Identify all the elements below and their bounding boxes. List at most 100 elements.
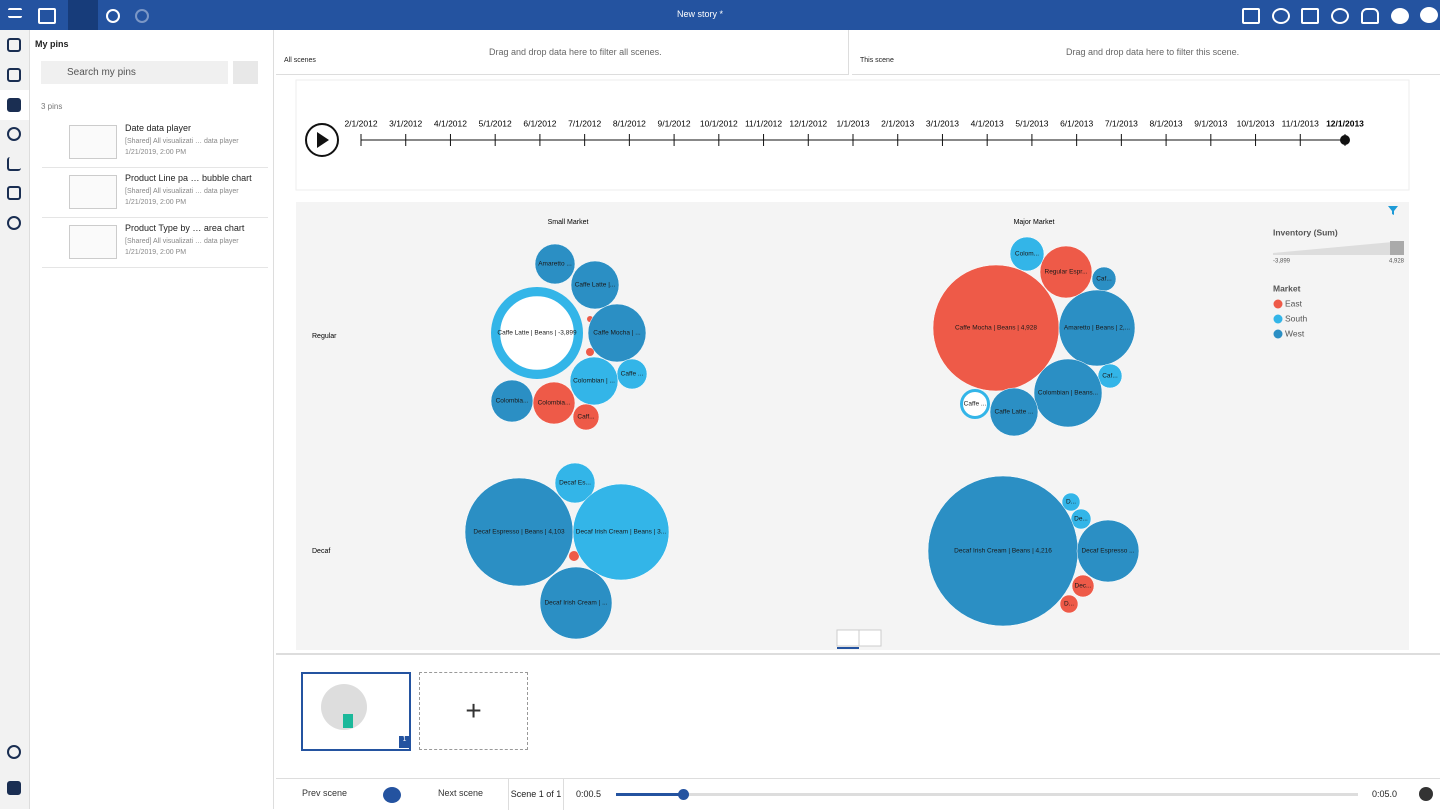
bubble[interactable] bbox=[569, 356, 619, 406]
bubble[interactable] bbox=[532, 381, 576, 425]
timeline-date[interactable]: 8/1/2013 bbox=[1150, 118, 1183, 128]
play-pause-button[interactable] bbox=[383, 787, 401, 803]
progress-track[interactable] bbox=[616, 789, 1358, 800]
timeline-date[interactable]: 11/1/2013 bbox=[1282, 118, 1319, 128]
timeline-date[interactable]: 12/1/2013 bbox=[1326, 118, 1364, 128]
bubble[interactable] bbox=[1076, 519, 1140, 583]
timeline-date[interactable]: 12/1/2012 bbox=[789, 118, 827, 128]
bubble[interactable] bbox=[491, 287, 584, 380]
pin-icon bbox=[7, 98, 21, 112]
filter-all-scenes[interactable]: All scenes Drag and drop data here to fi… bbox=[276, 30, 849, 75]
bubble[interactable] bbox=[1059, 594, 1079, 614]
bubble[interactable] bbox=[572, 403, 600, 431]
bubble-label: Colombia... bbox=[538, 400, 571, 407]
timeline-date[interactable]: 5/1/2012 bbox=[479, 118, 512, 128]
timeline-date[interactable]: 6/1/2012 bbox=[523, 118, 556, 128]
bubble[interactable] bbox=[1061, 492, 1081, 512]
add-button[interactable] bbox=[7, 781, 21, 795]
prev-scene[interactable]: Prev scene bbox=[302, 788, 348, 798]
timeline-date[interactable]: 1/1/2013 bbox=[836, 118, 869, 128]
bubble[interactable] bbox=[1058, 289, 1136, 367]
bubble[interactable] bbox=[1039, 245, 1093, 299]
next-scene[interactable]: Next scene bbox=[438, 788, 484, 798]
legend-label[interactable]: East bbox=[1285, 298, 1303, 308]
bubble[interactable] bbox=[1033, 358, 1103, 428]
filter-icon[interactable] bbox=[1388, 206, 1398, 215]
redo-button[interactable] bbox=[135, 9, 149, 23]
pin-thumbnail bbox=[69, 225, 117, 259]
bubble[interactable] bbox=[539, 566, 613, 640]
visualizations-button[interactable] bbox=[7, 157, 21, 171]
timeline-date[interactable]: 10/1/2013 bbox=[1237, 118, 1275, 128]
user-button[interactable] bbox=[1391, 8, 1409, 24]
filter-button[interactable] bbox=[233, 61, 258, 84]
size-min: -3,899 bbox=[1273, 259, 1291, 265]
timeline-date[interactable]: 3/1/2013 bbox=[926, 118, 959, 128]
bubble[interactable] bbox=[554, 462, 596, 504]
account-button[interactable] bbox=[7, 745, 21, 759]
row-header: Decaf bbox=[312, 548, 330, 555]
share-button[interactable] bbox=[1331, 8, 1349, 24]
pin-thumbnail bbox=[69, 175, 117, 209]
sources-button[interactable] bbox=[7, 68, 21, 82]
fullscreen-button[interactable] bbox=[1242, 8, 1260, 24]
progress-handle[interactable] bbox=[678, 789, 689, 800]
timeline-date[interactable]: 5/1/2013 bbox=[1015, 118, 1048, 128]
shapes-button[interactable] bbox=[7, 216, 21, 230]
timeline-date[interactable]: 6/1/2013 bbox=[1060, 118, 1093, 128]
timeline-date[interactable]: 8/1/2012 bbox=[613, 118, 646, 128]
timeline-handle[interactable] bbox=[1340, 135, 1350, 145]
legend-title: Market bbox=[1273, 283, 1301, 293]
timeline-date[interactable]: 9/1/2013 bbox=[1194, 118, 1227, 128]
assistant-button[interactable] bbox=[7, 127, 21, 141]
legend-swatch[interactable] bbox=[1273, 299, 1283, 309]
save-button[interactable] bbox=[38, 8, 56, 24]
edit-button[interactable] bbox=[68, 0, 98, 30]
menu-button[interactable] bbox=[8, 8, 22, 18]
timeline-date[interactable]: 3/1/2012 bbox=[389, 118, 422, 128]
bubble[interactable] bbox=[570, 260, 620, 310]
relations-button[interactable] bbox=[1272, 8, 1290, 24]
filter-this-scene[interactable]: This scene Drag and drop data here to fi… bbox=[852, 30, 1440, 75]
legend-swatch[interactable] bbox=[1273, 314, 1283, 324]
settings-button[interactable] bbox=[1301, 8, 1319, 24]
bubble[interactable] bbox=[534, 243, 576, 285]
home-button[interactable] bbox=[7, 38, 21, 52]
view-table-button[interactable] bbox=[858, 629, 882, 647]
notifications-button[interactable] bbox=[1361, 8, 1379, 24]
timeline-date[interactable]: 9/1/2012 bbox=[658, 118, 691, 128]
pins-tab[interactable] bbox=[0, 90, 29, 120]
bubble[interactable] bbox=[989, 387, 1039, 437]
bubble[interactable] bbox=[572, 483, 670, 581]
timeline-date[interactable]: 4/1/2012 bbox=[434, 118, 467, 128]
settings-button[interactable] bbox=[1419, 787, 1433, 801]
story-title[interactable]: New story * bbox=[676, 9, 723, 19]
timeline-date[interactable]: 10/1/2012 bbox=[700, 118, 738, 128]
view-chart-button[interactable] bbox=[836, 629, 860, 647]
timeline-date[interactable]: 2/1/2012 bbox=[344, 118, 377, 128]
timeline-date[interactable]: 11/1/2012 bbox=[745, 118, 782, 128]
bubble-dot bbox=[569, 551, 579, 561]
bubble[interactable] bbox=[1097, 363, 1123, 389]
bubble[interactable] bbox=[1009, 236, 1045, 272]
legend-label[interactable]: West bbox=[1285, 328, 1305, 338]
pin-item[interactable]: Date data player [Shared] All visualizati… bbox=[42, 117, 268, 168]
pin-item[interactable]: Product Line pa … bubble chart [Shared] A… bbox=[42, 167, 268, 218]
undo-button[interactable] bbox=[106, 9, 120, 23]
help-button[interactable] bbox=[1420, 7, 1438, 23]
legend-swatch[interactable] bbox=[1273, 329, 1283, 339]
tools-button[interactable] bbox=[7, 186, 21, 200]
legend-label[interactable]: South bbox=[1285, 313, 1307, 323]
timeline-date[interactable]: 2/1/2013 bbox=[881, 118, 914, 128]
timeline-date[interactable]: 7/1/2012 bbox=[568, 118, 601, 128]
bubble-label: Decaf Irish Cream | Beans | 3... bbox=[576, 529, 667, 536]
add-scene-button[interactable]: + bbox=[419, 672, 528, 750]
bubble[interactable] bbox=[1071, 574, 1095, 598]
search-box[interactable]: Search my pins bbox=[41, 61, 228, 84]
bubble[interactable] bbox=[587, 303, 647, 363]
scene-thumbnail[interactable]: 1 bbox=[301, 672, 411, 751]
timeline-date[interactable]: 4/1/2013 bbox=[971, 118, 1004, 128]
pin-item[interactable]: Product Type by … area chart [Shared] All… bbox=[42, 217, 268, 268]
bubble[interactable] bbox=[960, 389, 990, 419]
timeline-date[interactable]: 7/1/2013 bbox=[1105, 118, 1138, 128]
